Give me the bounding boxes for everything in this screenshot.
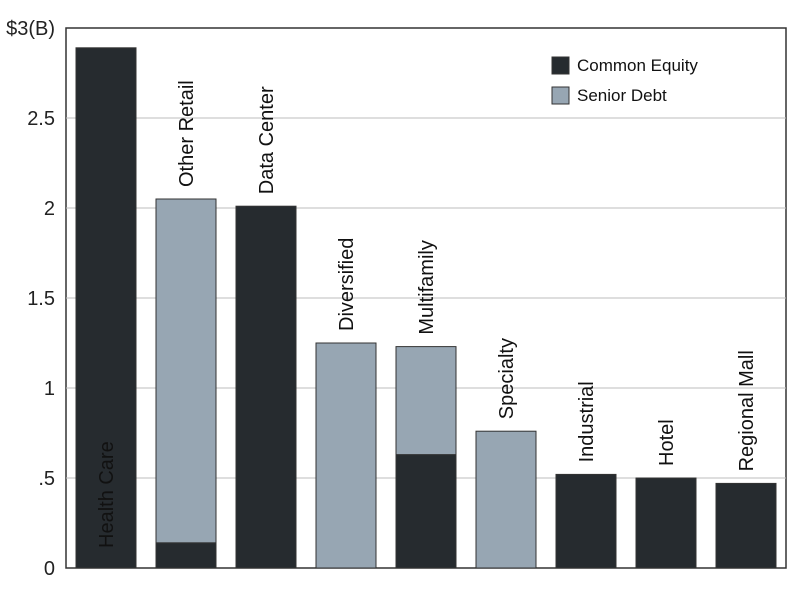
- y-tick-label: 1.5: [27, 288, 55, 310]
- legend-label-senior-debt: Senior Debt: [577, 86, 667, 105]
- bar-multifamily-senior-debt: [395, 346, 457, 456]
- category-label-hotel: Hotel: [656, 419, 678, 466]
- y-tick-label: 1: [44, 378, 55, 400]
- legend: Common Equity Senior Debt: [551, 56, 698, 105]
- category-label-multifamily: Multifamily: [416, 240, 438, 334]
- category-label-health-care: Health Care: [96, 441, 118, 548]
- y-tick-label: $3(B): [6, 18, 55, 40]
- y-tick-label: 2: [44, 198, 55, 220]
- bar-other-retail-senior-debt: [155, 198, 217, 544]
- bar-health-care-common-equity: [75, 47, 137, 569]
- bar-hotel-common-equity: [635, 477, 697, 569]
- legend-label-common-equity: Common Equity: [577, 56, 698, 75]
- category-label-data-center: Data Center: [256, 86, 278, 194]
- legend-swatch-common-equity: [551, 56, 570, 75]
- category-label-industrial: Industrial: [576, 381, 598, 462]
- bar-industrial-common-equity: [555, 473, 617, 569]
- category-label-other-retail: Other Retail: [176, 80, 198, 187]
- category-label-diversified: Diversified: [336, 238, 358, 331]
- bar-regional-mall-common-equity: [715, 482, 777, 569]
- bar-data-center-common-equity: [235, 205, 297, 569]
- category-label-regional-mall: Regional Mall: [736, 350, 758, 471]
- y-axis: 0 .5 1 1.5 2 2.5 $3(B): [6, 18, 55, 580]
- legend-swatch-senior-debt: [551, 86, 570, 105]
- category-labels: Health Care Other Retail Data Center Divers…: [96, 80, 758, 548]
- category-label-specialty: Specialty: [496, 338, 518, 419]
- y-tick-label: .5: [38, 468, 55, 490]
- bar-specialty-senior-debt: [475, 430, 537, 569]
- bar-other-retail-common-equity: [155, 542, 217, 569]
- bars: [75, 47, 777, 569]
- y-tick-label: 0: [44, 558, 55, 580]
- bar-diversified-senior-debt: [315, 342, 377, 569]
- y-tick-label: 2.5: [27, 108, 55, 130]
- bar-multifamily-common-equity: [395, 454, 457, 569]
